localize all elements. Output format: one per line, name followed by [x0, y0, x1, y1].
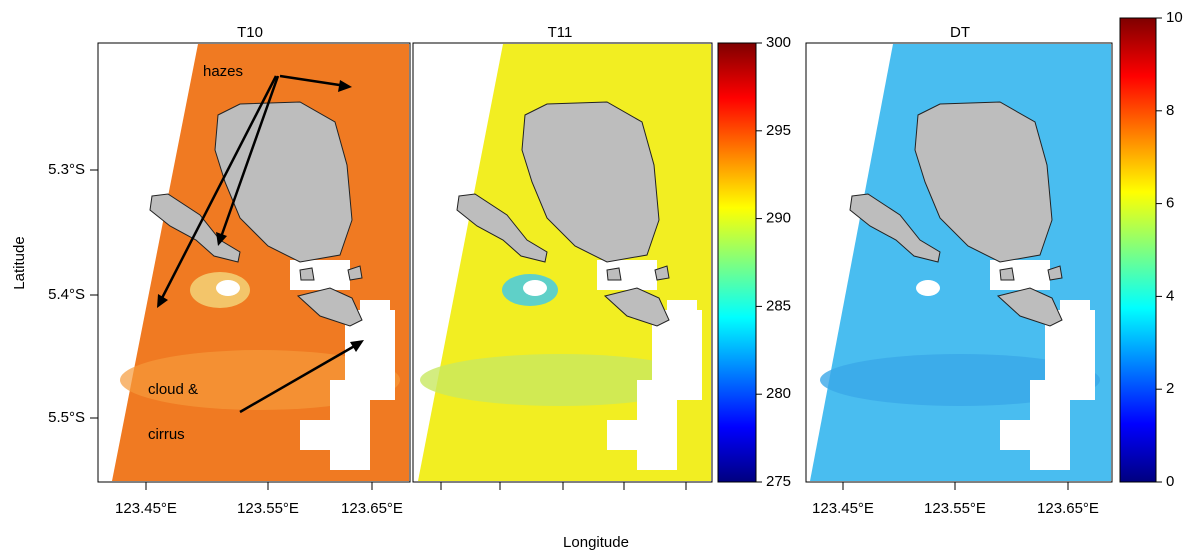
colorbar-tick-label: 275	[766, 473, 791, 490]
colorbar	[718, 43, 756, 482]
annotation: hazes	[203, 63, 243, 80]
annotation: cirrus	[148, 426, 185, 443]
panel-title: T11	[548, 24, 573, 41]
colorbar-tick-label: 2	[1166, 380, 1174, 397]
colorbar	[1120, 18, 1156, 482]
colorbar-tick-label: 0	[1166, 473, 1174, 490]
colorbar-tick-label: 295	[766, 122, 791, 139]
x-tick-label: 123.65°E	[1037, 500, 1099, 517]
panel-title: DT	[950, 24, 970, 41]
x-axis-label: Longitude	[563, 534, 629, 551]
y-tick-label: 5.4°S	[48, 286, 85, 303]
x-tick-label: 123.65°E	[341, 500, 403, 517]
annotation: cloud &	[148, 381, 198, 398]
x-tick-label: 123.45°E	[115, 500, 177, 517]
x-tick-label: 123.55°E	[924, 500, 986, 517]
colorbar-tick-label: 8	[1166, 102, 1174, 119]
colorbar-tick-label: 300	[766, 34, 791, 51]
y-tick-label: 5.3°S	[48, 161, 85, 178]
colorbar-tick-label: 285	[766, 297, 791, 314]
y-tick-label: 5.5°S	[48, 409, 85, 426]
x-ticks	[441, 482, 686, 490]
colorbar-tick-label: 290	[766, 210, 791, 227]
colorbar-tick-label: 10	[1166, 9, 1183, 26]
x-tick-label: 123.45°E	[812, 500, 874, 517]
colorbar-tick-label: 4	[1166, 287, 1174, 304]
figure: T10 T11 DT 5.3°S 5.4°S 5.5°S Latitude 12…	[0, 0, 1192, 555]
colorbar-tick-label: 280	[766, 385, 791, 402]
x-ticks	[146, 482, 1068, 490]
panel-title: T10	[237, 24, 263, 41]
x-tick-label: 123.55°E	[237, 500, 299, 517]
colorbar-tick-label: 6	[1166, 195, 1174, 212]
y-axis-label: Latitude	[11, 236, 28, 289]
